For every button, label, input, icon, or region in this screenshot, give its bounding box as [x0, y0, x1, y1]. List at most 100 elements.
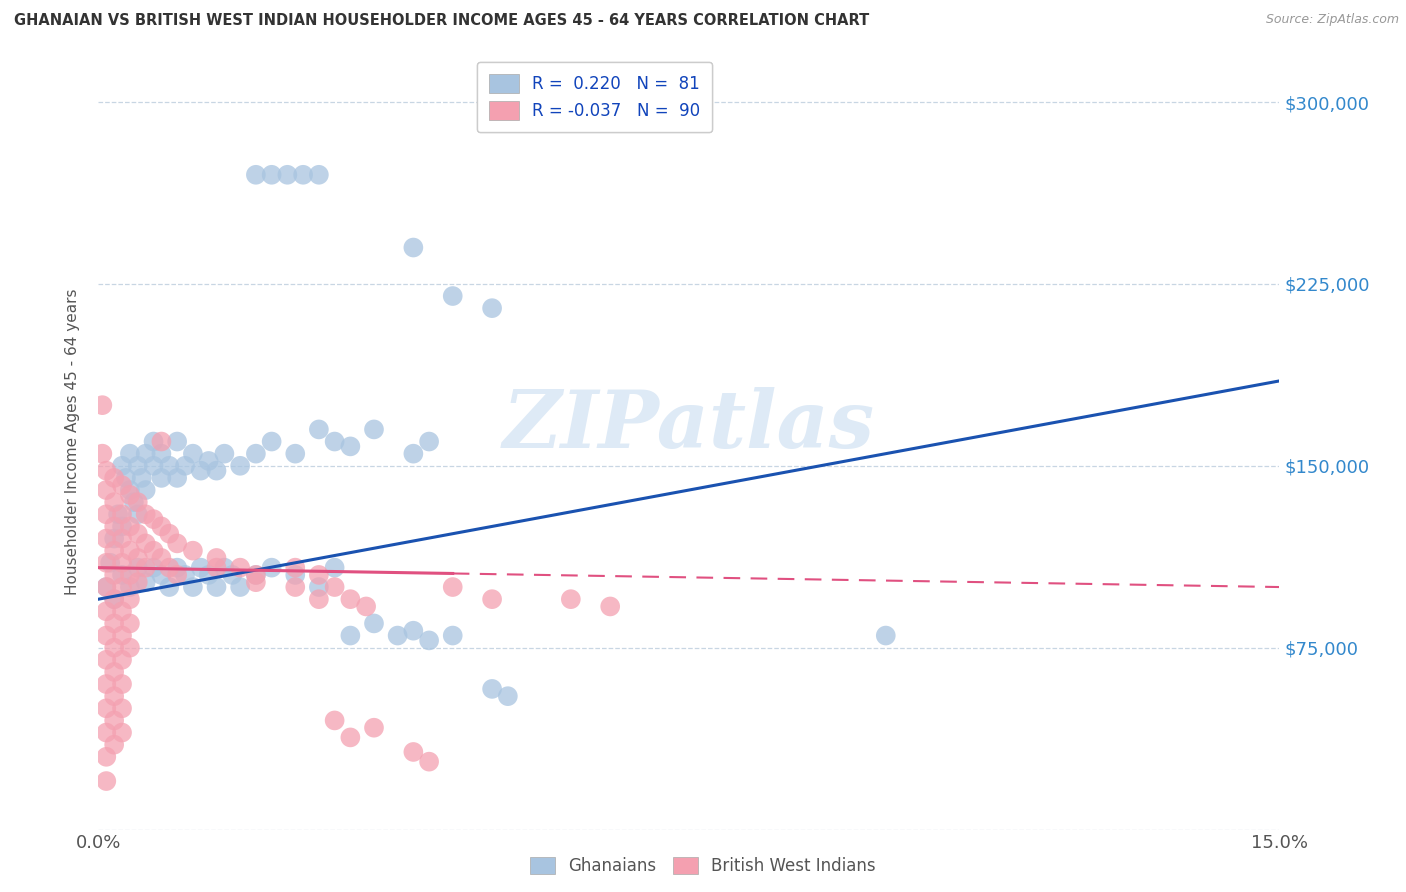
Point	[402, 447, 425, 461]
Point	[214, 560, 236, 574]
Text: GHANAIAN VS BRITISH WEST INDIAN HOUSEHOLDER INCOME AGES 45 - 64 YEARS CORRELATIO: GHANAIAN VS BRITISH WEST INDIAN HOUSEHOL…	[14, 13, 869, 29]
Point	[190, 464, 212, 478]
Point	[214, 447, 236, 461]
Point	[150, 550, 173, 566]
Point	[98, 556, 121, 570]
Point	[91, 398, 114, 412]
Point	[118, 592, 141, 607]
Point	[441, 628, 464, 642]
Point	[229, 580, 252, 594]
Point	[122, 495, 145, 509]
Point	[150, 471, 173, 485]
Point	[103, 568, 125, 582]
Point	[111, 478, 134, 492]
Point	[111, 701, 134, 715]
Point	[96, 580, 118, 594]
Point	[111, 508, 134, 522]
Point	[96, 483, 118, 497]
Point	[284, 447, 307, 461]
Point	[481, 301, 503, 315]
Point	[96, 677, 118, 691]
Point	[276, 168, 298, 182]
Point	[96, 464, 118, 478]
Point	[308, 580, 330, 594]
Point	[96, 653, 118, 667]
Point	[142, 434, 165, 449]
Point	[142, 560, 165, 574]
Point	[107, 508, 129, 522]
Point	[441, 289, 464, 303]
Point	[111, 556, 134, 570]
Point	[323, 714, 346, 728]
Point	[96, 749, 118, 764]
Point	[111, 580, 134, 594]
Point	[245, 575, 267, 590]
Point	[245, 447, 267, 461]
Point	[96, 725, 118, 739]
Point	[142, 512, 165, 526]
Point	[118, 568, 141, 582]
Y-axis label: Householder Income Ages 45 - 64 years: Householder Income Ages 45 - 64 years	[65, 288, 80, 595]
Point	[111, 532, 134, 546]
Point	[127, 526, 149, 541]
Point	[91, 447, 114, 461]
Point	[339, 628, 361, 642]
Point	[103, 592, 125, 607]
Point	[221, 568, 243, 582]
Point	[166, 434, 188, 449]
Point	[166, 471, 188, 485]
Point	[103, 592, 125, 607]
Point	[111, 519, 134, 533]
Point	[339, 731, 361, 745]
Point	[205, 560, 228, 574]
Point	[197, 568, 219, 582]
Point	[197, 454, 219, 468]
Point	[260, 560, 283, 574]
Point	[308, 168, 330, 182]
Point	[284, 568, 307, 582]
Point	[118, 488, 141, 502]
Point	[308, 568, 330, 582]
Point	[205, 580, 228, 594]
Point	[418, 434, 440, 449]
Point	[284, 560, 307, 574]
Point	[96, 628, 118, 642]
Point	[118, 447, 141, 461]
Point	[402, 240, 425, 255]
Point	[157, 580, 180, 594]
Point	[127, 508, 149, 522]
Point	[111, 568, 134, 582]
Point	[96, 580, 118, 594]
Point	[142, 543, 165, 558]
Point	[103, 532, 125, 546]
Point	[166, 560, 188, 574]
Point	[103, 543, 125, 558]
Point	[103, 714, 125, 728]
Point	[150, 568, 173, 582]
Point	[118, 580, 141, 594]
Point	[418, 755, 440, 769]
Point	[103, 640, 125, 655]
Point	[229, 458, 252, 473]
Point	[418, 633, 440, 648]
Point	[150, 434, 173, 449]
Point	[96, 604, 118, 618]
Point	[111, 725, 134, 739]
Point	[292, 168, 315, 182]
Point	[150, 519, 173, 533]
Point	[205, 550, 228, 566]
Point	[135, 508, 157, 522]
Point	[363, 721, 385, 735]
Point	[103, 689, 125, 703]
Point	[402, 745, 425, 759]
Text: Source: ZipAtlas.com: Source: ZipAtlas.com	[1265, 13, 1399, 27]
Point	[166, 568, 188, 582]
Point	[96, 701, 118, 715]
Point	[245, 168, 267, 182]
Point	[103, 738, 125, 752]
Point	[127, 495, 149, 509]
Point	[260, 434, 283, 449]
Point	[174, 568, 197, 582]
Point	[135, 560, 157, 574]
Point	[118, 519, 141, 533]
